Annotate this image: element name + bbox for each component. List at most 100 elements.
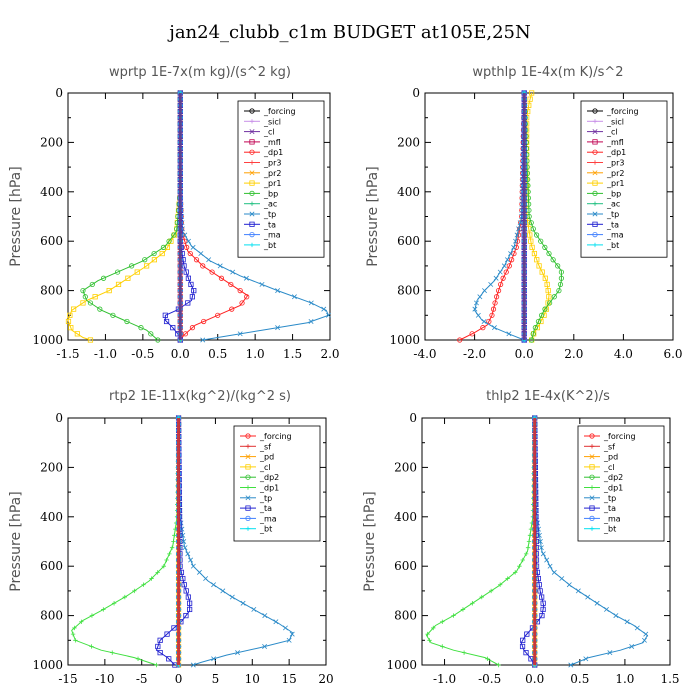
legend-item: _ta (584, 504, 616, 513)
legend-item: _ac (244, 200, 277, 209)
x-tick-label: -15 (58, 672, 77, 686)
legend-box (237, 100, 325, 258)
legend-item: _dp2 (584, 473, 623, 482)
legend-item: _pr3 (244, 159, 281, 168)
panel-title: wprtp 1E-7x(m kg)/(s^2 kg) (109, 65, 291, 80)
x-tick-label: 0.0 (171, 347, 190, 361)
series-line (523, 92, 562, 341)
y-tick-label: 1000 (32, 658, 63, 672)
y-tick-label: 600 (394, 559, 417, 573)
x-tick-label: 1.5 (660, 672, 679, 686)
legend-label: _ac (606, 200, 620, 209)
legend-item: _ma (584, 514, 621, 523)
legend-label: _dp1 (263, 148, 283, 157)
x-tick-label: 5 (212, 672, 220, 686)
x-tick-label: 1.0 (246, 347, 265, 361)
y-tick-label: 0 (55, 411, 63, 425)
series-bp (80, 90, 183, 343)
legend-item: _sicl (587, 117, 624, 126)
legend-item: _dp1 (584, 484, 623, 493)
legend-item: _bt (244, 241, 276, 250)
series-pr1 (65, 90, 183, 343)
legend-label: _bp (606, 189, 621, 198)
legend-label: _mfl (263, 138, 281, 147)
legend-label: _ma (263, 231, 281, 240)
legend-item: _ma (240, 514, 277, 523)
x-tick-label: 0.0 (515, 347, 534, 361)
legend-label: _sf (603, 442, 615, 451)
legend-item: _pd (240, 453, 274, 462)
y-tick-label: 400 (40, 185, 63, 199)
legend-label: _cl (259, 463, 271, 472)
series-dp1 (457, 90, 527, 343)
series-line (155, 417, 191, 666)
panel-title: wpthlp 1E-4x(m K)/s^2 (472, 65, 623, 80)
legend-item: _pr3 (587, 159, 624, 168)
legend-label: _forcing (263, 107, 296, 116)
y-tick-label: 600 (40, 559, 63, 573)
y-axis-label: Pressure [hPa] (8, 491, 24, 591)
legend-item: _cl (584, 463, 615, 472)
legend-label: _pr1 (606, 179, 624, 188)
y-axis-label: Pressure [hPa] (8, 166, 24, 266)
legend-item: _pr2 (587, 169, 624, 178)
legend-label: _sicl (263, 117, 281, 126)
y-tick-label: 200 (40, 460, 63, 474)
legend-item: _sicl (244, 117, 281, 126)
x-tick-label: 2.0 (320, 347, 339, 361)
legend-item: _cl (240, 463, 271, 472)
series-tp (472, 90, 527, 343)
legend-item: _pr2 (244, 169, 281, 178)
legend-label: _forcing (603, 432, 636, 441)
legend-label: _pd (259, 453, 274, 462)
legend-label: _tp (606, 210, 619, 219)
legend: _forcing_sf _pd_cl_dp2 _dp1_tp_ta_ma _bt (577, 425, 665, 542)
legend-box (580, 100, 668, 258)
legend: _forcing_sicl _cl_mfl_dp1 _pr3_pr2_pr1_bp _… (237, 100, 325, 258)
y-tick-label: 600 (40, 234, 63, 248)
legend-label: _bp (263, 189, 278, 198)
y-tick-label: 0 (409, 411, 417, 425)
legend-label: _pr1 (263, 179, 281, 188)
legend-label: _bt (603, 525, 616, 534)
y-tick-label: 200 (394, 460, 417, 474)
x-tick-label: -4.0 (413, 347, 436, 361)
y-axis-label: Pressure [hPa] (362, 491, 378, 591)
legend-item: _forcing (244, 107, 296, 116)
x-tick-label: -1.5 (56, 347, 79, 361)
legend-item: _bt (240, 525, 272, 534)
legend-item: _ta (240, 504, 272, 513)
legend-item: _ac (587, 200, 620, 209)
legend-label: _dp1 (606, 148, 626, 157)
panel-title: thlp2 1E-4x(K^2)/s (486, 389, 610, 404)
legend-label: _forcing (259, 432, 292, 441)
y-tick-label: 600 (397, 234, 420, 248)
legend-label: _ma (603, 514, 621, 523)
legend-item: _forcing (587, 107, 639, 116)
x-tick-label: 6.0 (663, 347, 682, 361)
legend-item: _tp (587, 210, 619, 219)
legend-label: _bt (263, 241, 276, 250)
legend-label: _cl (263, 128, 275, 137)
legend-label: _pr2 (263, 169, 281, 178)
x-tick-label: 0 (175, 672, 183, 686)
legend-label: _mfl (606, 138, 624, 147)
legend-label: _cl (606, 128, 618, 137)
legend-label: _ta (259, 504, 272, 513)
series-line (82, 93, 181, 341)
legend-label: _ma (606, 231, 624, 240)
x-tick-label: 20 (318, 672, 333, 686)
legend-label: _ta (603, 504, 616, 513)
series-bp (521, 90, 565, 343)
legend-label: _pr2 (606, 169, 624, 178)
y-tick-label: 1000 (32, 333, 63, 347)
legend-item: _dp1 (244, 148, 283, 157)
x-tick-label: -0.5 (131, 347, 154, 361)
legend-item: _dp2 (240, 473, 279, 482)
legend-label: _forcing (606, 107, 639, 116)
chart-panel-2: wpthlp 1E-4x(m K)/s^2 Pressure [hPa] 0 200 4… (365, 65, 683, 361)
legend-label: _sicl (606, 117, 624, 126)
x-tick-label: 10 (245, 672, 260, 686)
chart-panels: wprtp 1E-7x(m kg)/(s^2 kg) Pressure [hPa]… (8, 65, 683, 686)
